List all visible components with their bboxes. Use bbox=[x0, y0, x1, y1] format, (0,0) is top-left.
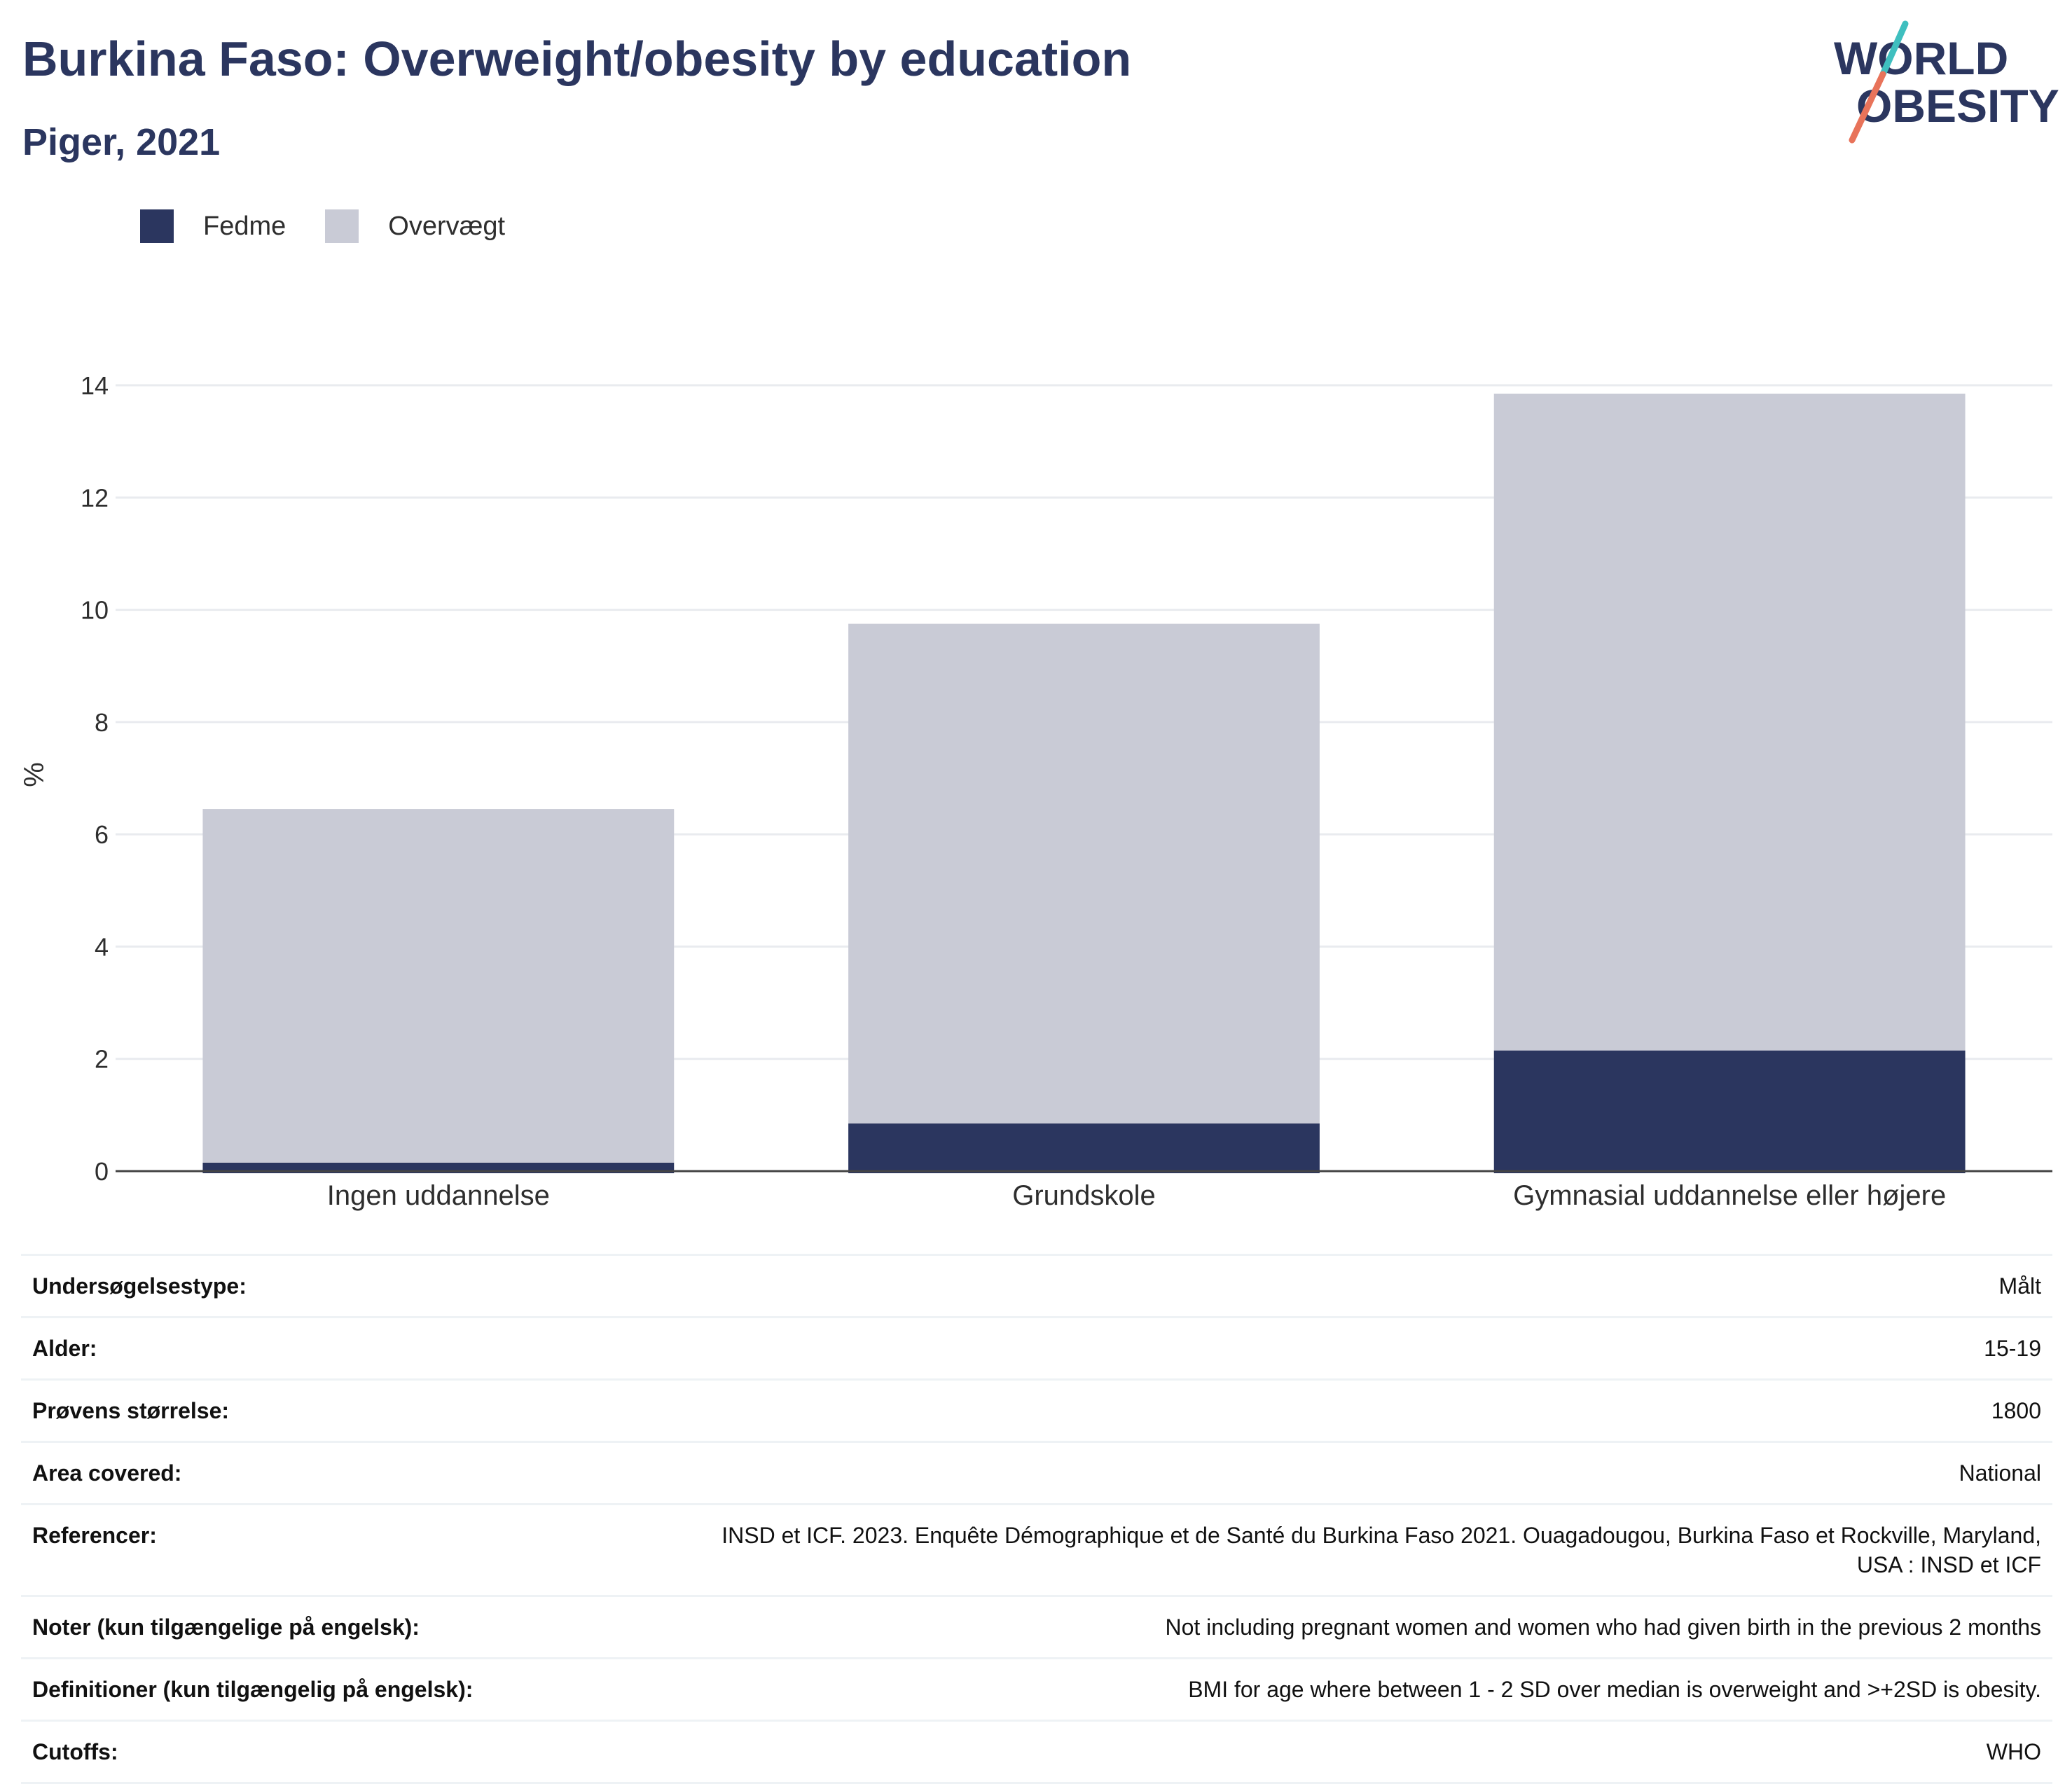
world-obesity-logo: WORLD OBESITY bbox=[1834, 20, 2059, 144]
info-key: Definitioner (kun tilgængelig på engelsk… bbox=[32, 1677, 474, 1702]
info-value: 1800 bbox=[1991, 1398, 2041, 1423]
info-row: Area covered: National bbox=[21, 1441, 2052, 1505]
bar-fedme[interactable] bbox=[848, 1123, 1320, 1173]
y-tick-label: 4 bbox=[95, 932, 109, 961]
info-key: Alder: bbox=[32, 1336, 97, 1361]
x-category-label: Ingen uddannelse bbox=[327, 1180, 550, 1211]
bar-overvaegt[interactable] bbox=[202, 809, 675, 1163]
info-row: Prøvens størrelse: 1800 bbox=[21, 1379, 2052, 1442]
y-tick-label: 0 bbox=[95, 1157, 109, 1186]
info-value: INSD et ICF. 2023. Enquête Démographique… bbox=[721, 1523, 2041, 1577]
x-category-label: Grundskole bbox=[1012, 1180, 1156, 1211]
info-value: BMI for age where between 1 - 2 SD over … bbox=[1188, 1677, 2041, 1702]
info-key: Area covered: bbox=[32, 1460, 182, 1486]
info-key: Noter (kun tilgængelige på engelsk): bbox=[32, 1614, 420, 1640]
info-key: Referencer: bbox=[32, 1523, 157, 1548]
info-value: WHO bbox=[1986, 1739, 2041, 1764]
bar-fedme[interactable] bbox=[1493, 1050, 1966, 1173]
bar-overvaegt[interactable] bbox=[1493, 394, 1966, 1051]
y-tick-label: 2 bbox=[95, 1045, 109, 1074]
x-axis-labels: Ingen uddannelse Grundskole Gymnasial udda… bbox=[327, 1180, 1946, 1211]
survey-info-table: Undersøgelsestype: Målt Alder: 15-19 Prøvens… bbox=[21, 1254, 2052, 1784]
y-tick-label: 6 bbox=[95, 820, 109, 849]
logo-word-world: WORLD bbox=[1834, 32, 2008, 84]
info-value: 15-19 bbox=[1984, 1336, 2041, 1361]
x-category-label: Gymnasial uddannelse eller højere bbox=[1513, 1180, 1946, 1211]
legend-label-fedme: Fedme bbox=[203, 211, 286, 241]
logo-slash-coral bbox=[1849, 71, 1886, 144]
legend: Fedme Overvægt bbox=[140, 209, 544, 244]
info-row: Referencer: INSD et ICF. 2023. Enquête Dé… bbox=[21, 1504, 2052, 1596]
y-tick-label: 14 bbox=[81, 371, 109, 400]
info-value: National bbox=[1959, 1460, 2041, 1486]
bars bbox=[202, 394, 1966, 1173]
info-row: Undersøgelsestype: Målt bbox=[21, 1254, 2052, 1318]
chart-subtitle: Piger, 2021 bbox=[22, 121, 221, 163]
bar-chart: 0 2 4 6 8 10 12 14 Ingen uddannelse Grundskole Gy… bbox=[19, 371, 2052, 1211]
y-tick-label: 12 bbox=[81, 483, 109, 512]
info-row: Definitioner (kun tilgængelig på engelsk… bbox=[21, 1658, 2052, 1721]
legend-label-overvaegt: Overvægt bbox=[388, 211, 506, 241]
legend-swatch-fedme bbox=[140, 209, 174, 243]
info-row: Cutoffs: WHO bbox=[21, 1720, 2052, 1783]
info-value: Not including pregnant women and women w… bbox=[1165, 1614, 2041, 1640]
info-row: Alder: 15-19 bbox=[21, 1317, 2052, 1380]
chart-title: Burkina Faso: Overweight/obesity by educ… bbox=[22, 32, 1132, 86]
logo-slash-teal bbox=[1879, 20, 1909, 78]
legend-item-fedme[interactable]: Fedme bbox=[140, 209, 286, 243]
legend-swatch-overvaegt bbox=[325, 209, 359, 243]
bar-overvaegt[interactable] bbox=[848, 623, 1320, 1123]
info-row: Noter (kun tilgængelige på engelsk): Not … bbox=[21, 1596, 2052, 1659]
info-value: Målt bbox=[1998, 1273, 2041, 1299]
y-axis-ticks: 0 2 4 6 8 10 12 14 bbox=[81, 371, 109, 1186]
info-key: Undersøgelsestype: bbox=[32, 1273, 247, 1299]
logo-word-obesity: OBESITY bbox=[1856, 80, 2059, 132]
info-key: Prøvens størrelse: bbox=[32, 1398, 230, 1423]
y-axis-title: % bbox=[19, 762, 50, 787]
legend-item-overvaegt[interactable]: Overvægt bbox=[325, 209, 505, 243]
y-tick-label: 8 bbox=[95, 708, 109, 737]
info-key: Cutoffs: bbox=[32, 1739, 118, 1764]
y-tick-label: 10 bbox=[81, 596, 109, 625]
